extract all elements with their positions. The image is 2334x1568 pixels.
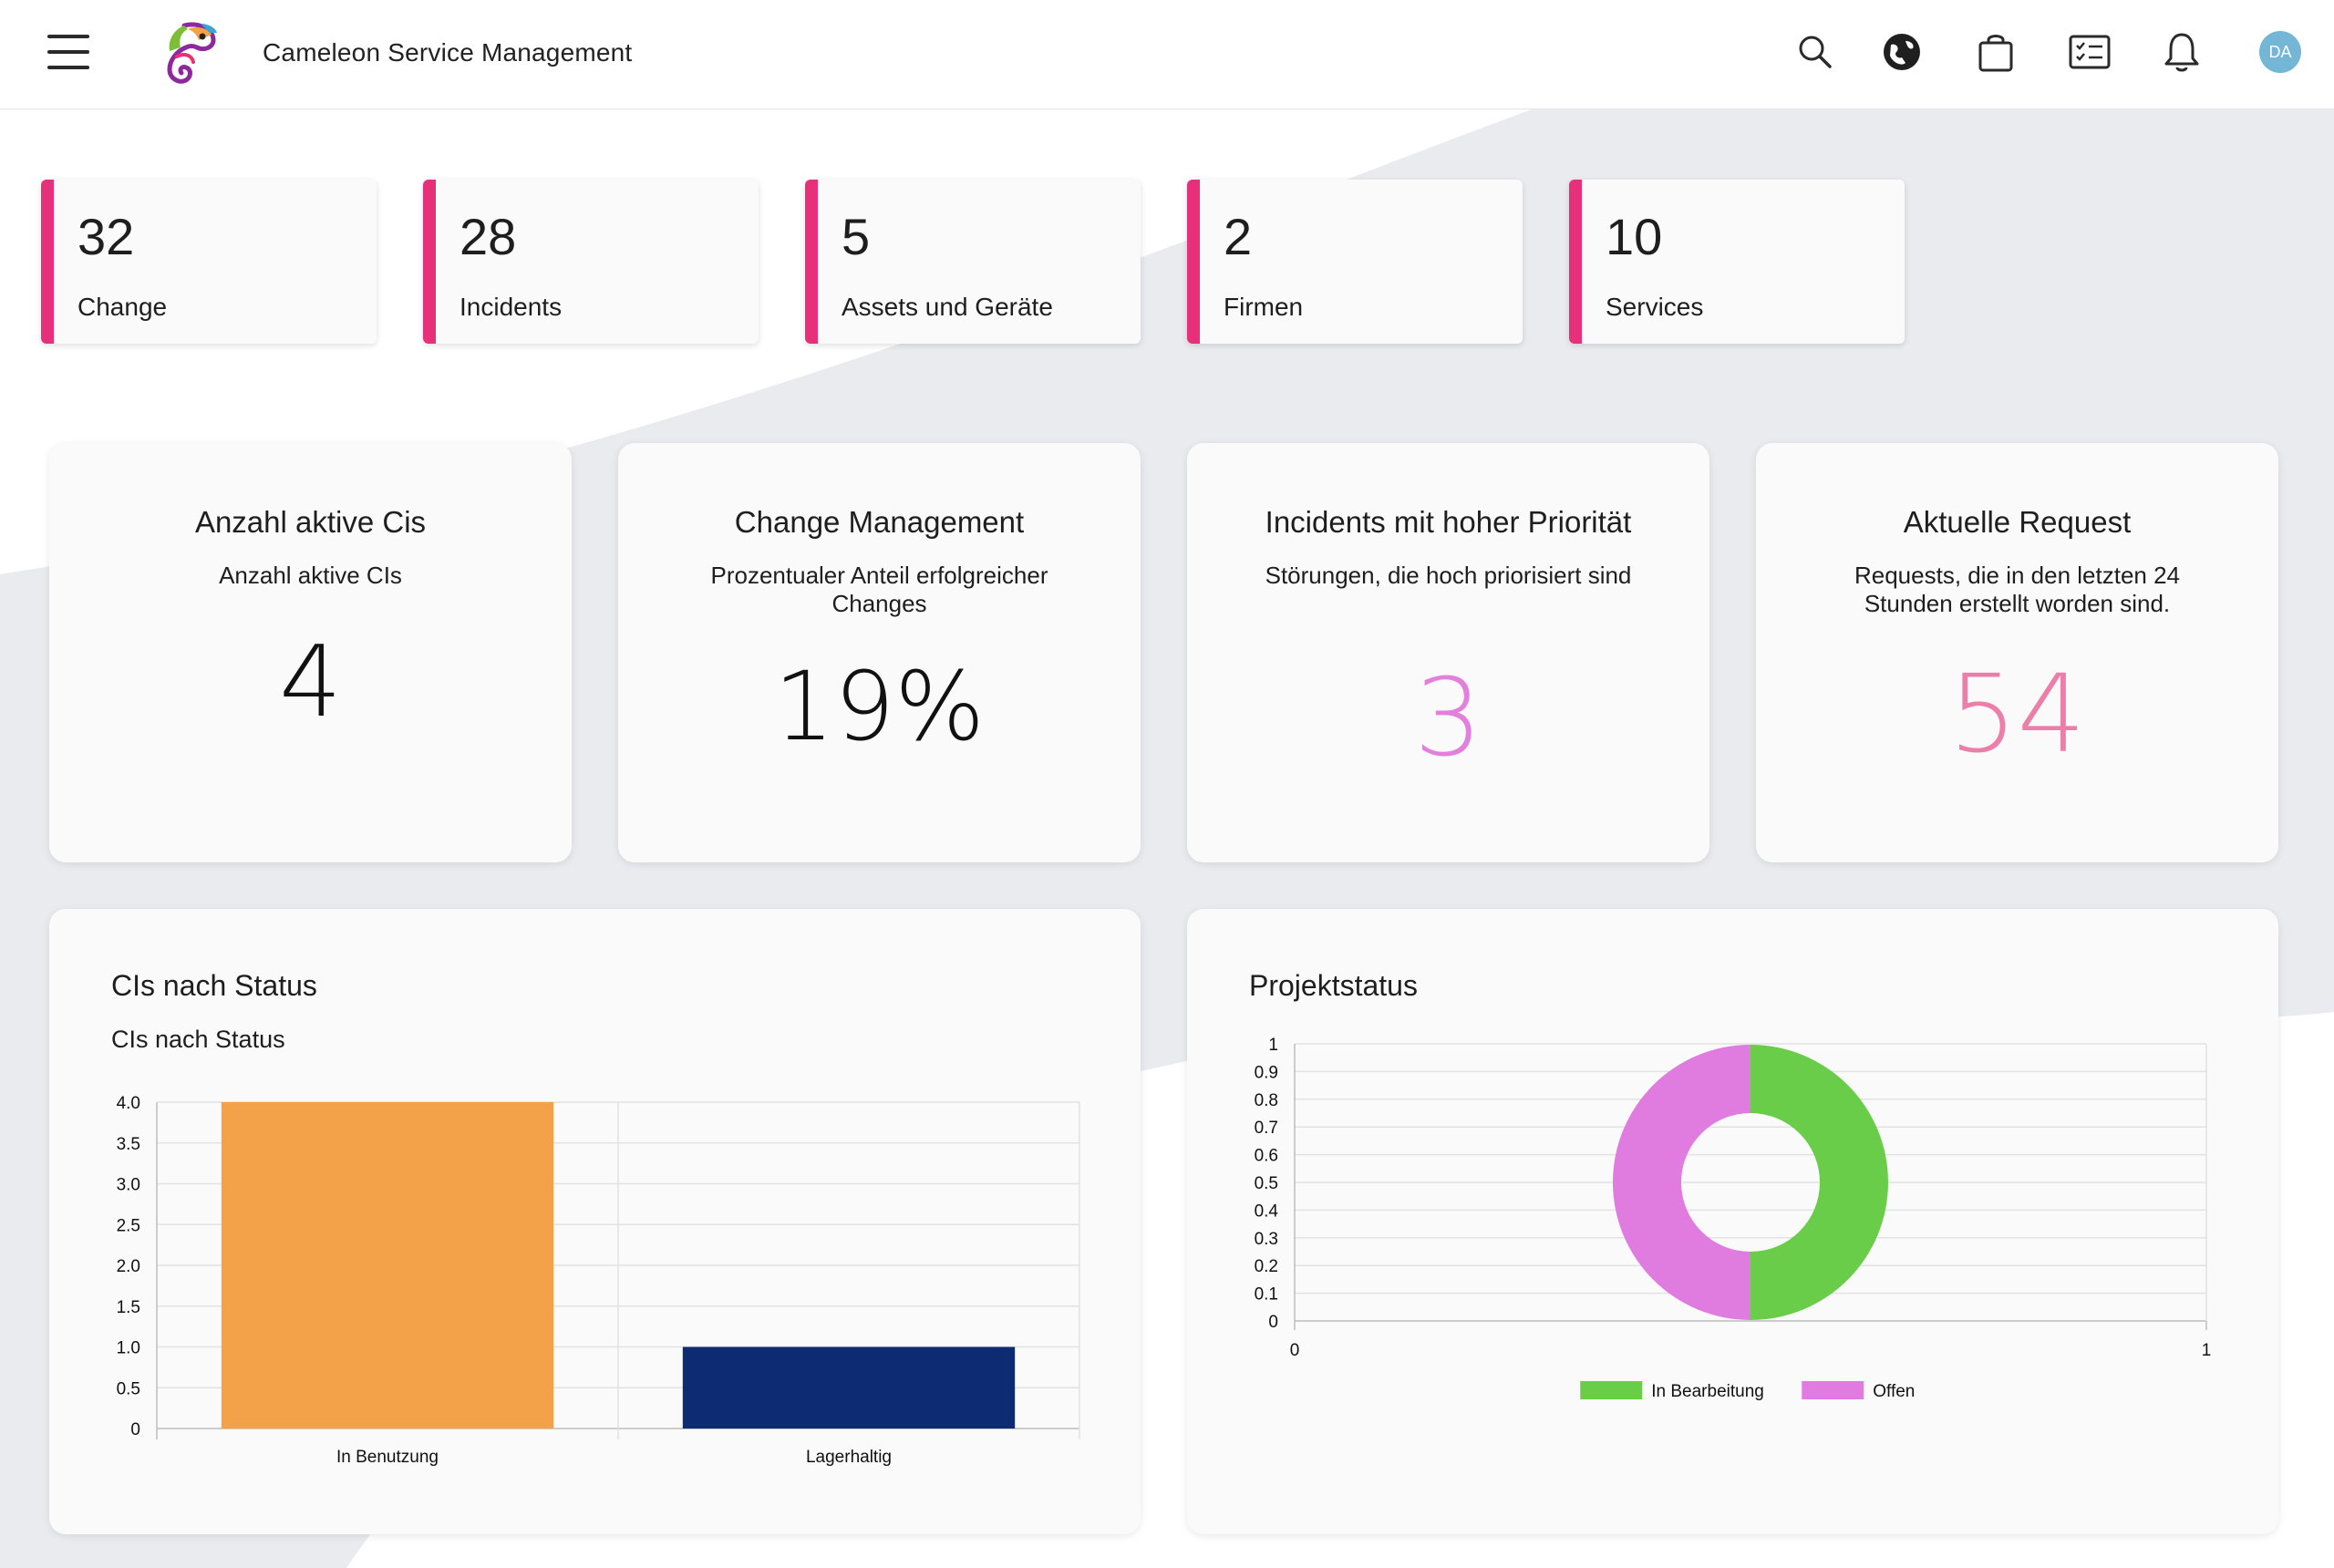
metric-title: Change Management [734, 505, 1025, 539]
y-tick-label: 0.5 [117, 1379, 140, 1398]
y-tick-label: 0 [130, 1420, 140, 1439]
y-tick-label: 2.5 [117, 1216, 140, 1235]
user-avatar[interactable]: DA [2259, 31, 2301, 73]
menu-icon[interactable] [44, 31, 93, 73]
metric-title: Incidents mit hoher Priorität [1265, 505, 1632, 539]
y-tick-label: 0.1 [1255, 1285, 1278, 1305]
y-tick-label: 0.2 [1255, 1257, 1278, 1276]
y-tick-label: 4.0 [117, 1094, 140, 1113]
metric-card-change-management: Change Management Prozentualer Anteil er… [618, 443, 1141, 862]
y-tick-label: 0.8 [1255, 1091, 1278, 1110]
kpi-tile-assets[interactable]: 5 Assets und Geräte [805, 180, 1141, 344]
kpi-tile-change[interactable]: 32 Change [41, 180, 377, 344]
panel-projektstatus: Projektstatus 1 0.9 0.8 0.7 0.6 0.5 0.4 0.3 0.2 0… [1187, 909, 2278, 1534]
chart-title: CIs nach Status [111, 969, 317, 1002]
chameleon-logo[interactable] [157, 20, 222, 86]
kpi-label: Firmen [1224, 293, 1304, 321]
shopping-bag-icon[interactable] [1971, 27, 2020, 77]
legend-label: In Bearbeitung [1651, 1382, 1764, 1401]
y-tick-label: 0.9 [1255, 1063, 1278, 1082]
kpi-accent-bar [423, 180, 436, 344]
legend-swatch [1802, 1381, 1864, 1399]
donut-chart: 1 0.9 0.8 0.7 0.6 0.5 0.4 0.3 0.2 0.1 00 1 In Bearbe… [1255, 1036, 2212, 1401]
metric-value: 54 [1948, 651, 2086, 777]
slice-in-bearbeitung [1750, 1045, 1888, 1320]
kpi-label: Incidents [460, 293, 563, 321]
metric-value: 4 [279, 625, 342, 739]
kpi-value: 32 [77, 208, 135, 265]
x-tick-label: 0 [1290, 1341, 1300, 1360]
kpi-label: Change [77, 293, 168, 321]
y-tick-label: 0.4 [1255, 1202, 1279, 1221]
y-tick-label: 0.3 [1255, 1230, 1278, 1249]
kpi-value: 28 [460, 208, 517, 265]
kpi-accent-bar [805, 180, 818, 344]
y-tick-label: 0.5 [1255, 1174, 1278, 1193]
kpi-value: 5 [842, 208, 871, 265]
kpi-tile-incidents[interactable]: 28 Incidents [423, 180, 759, 344]
kpi-tile-services[interactable]: 10 Services [1569, 180, 1905, 344]
y-tick-label: 3.0 [117, 1176, 140, 1195]
metric-subtitle: Prozentualer Anteil erfolgreicher Change… [710, 562, 1048, 617]
y-tick-label: 3.5 [117, 1135, 140, 1154]
metric-subtitle: Requests, die in den letzten 24 Stunden … [1854, 562, 2181, 617]
kpi-tile-firmen[interactable]: 2 Firmen [1187, 180, 1523, 344]
y-tick-label: 1.0 [117, 1339, 140, 1358]
kpi-value: 10 [1606, 208, 1663, 265]
kpi-label: Assets und Geräte [842, 293, 1053, 321]
kpi-accent-bar [1187, 180, 1200, 344]
legend: In Bearbeitung Offen [1580, 1381, 1915, 1401]
top-bar: Cameleon Service Management DA [0, 0, 2334, 109]
y-tick-label: 0.7 [1255, 1119, 1278, 1138]
legend-swatch [1580, 1381, 1643, 1399]
kpi-accent-bar [41, 180, 54, 344]
metric-title: Anzahl aktive Cis [194, 505, 427, 539]
y-tick-label: 0 [1268, 1313, 1278, 1332]
x-tick-label: Lagerhaltig [806, 1448, 892, 1467]
chart-title: Projektstatus [1249, 969, 1418, 1002]
slice-offen [1613, 1045, 1750, 1320]
metric-subtitle: Störungen, die hoch priorisiert sind [1265, 562, 1632, 589]
chart-subtitle: CIs nach Status [111, 1026, 285, 1053]
legend-label: Offen [1873, 1382, 1915, 1401]
bar-chart: 4.0 3.5 3.0 2.5 2.0 1.5 1.0 0.5 0 In Benutzung Lag… [117, 1094, 1080, 1467]
bar-lagerhaltig [682, 1346, 1016, 1429]
kpi-accent-bar [1569, 180, 1582, 344]
kpi-value: 2 [1224, 208, 1253, 265]
metric-title: Aktuelle Request [1903, 505, 2132, 539]
globe-icon[interactable] [1877, 27, 1926, 77]
bell-icon[interactable] [2157, 27, 2206, 77]
y-tick-label: 1 [1268, 1036, 1278, 1055]
metric-card-active-cis: Anzahl aktive Cis Anzahl aktive CIs 4 [49, 443, 572, 862]
y-tick-label: 2.0 [117, 1257, 140, 1276]
panel-cis-nach-status: CIs nach Status CIs nach Status 4.0 3.5 3.… [49, 909, 1141, 1534]
search-icon[interactable] [1791, 27, 1840, 77]
metric-value: 19% [773, 651, 986, 762]
x-tick-label: 1 [2202, 1341, 2212, 1360]
app-title: Cameleon Service Management [263, 38, 633, 67]
bar-in-benutzung [221, 1102, 554, 1429]
y-tick-label: 0.6 [1255, 1147, 1278, 1166]
x-tick-label: In Benutzung [336, 1448, 439, 1467]
metric-subtitle: Anzahl aktive CIs [219, 562, 402, 589]
y-tick-label: 1.5 [117, 1298, 140, 1317]
metric-value: 3 [1413, 655, 1483, 780]
kpi-label: Services [1606, 293, 1704, 321]
metric-card-current-requests: Aktuelle Request Requests, die in den le… [1756, 443, 2278, 862]
checklist-icon[interactable] [2065, 27, 2114, 77]
metric-card-high-priority-incidents: Incidents mit hoher Priorität Störungen,… [1187, 443, 1709, 862]
